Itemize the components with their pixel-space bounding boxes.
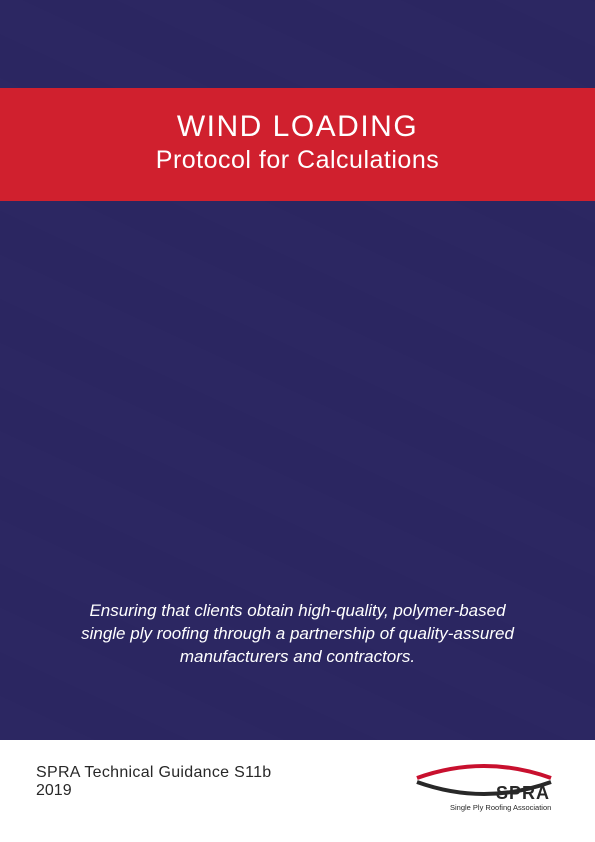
logo-swoosh-top xyxy=(417,766,551,778)
document-title: WIND LOADING xyxy=(20,110,575,144)
logo-acronym: SPRA xyxy=(496,783,550,803)
title-banner: WIND LOADING Protocol for Calculations xyxy=(0,88,595,201)
logo-svg: SPRA Single Ply Roofing Association xyxy=(409,760,559,820)
document-subtitle: Protocol for Calculations xyxy=(20,146,575,175)
logo-full-name: Single Ply Roofing Association xyxy=(450,803,551,812)
doc-ref-code: SPRA Technical Guidance S11b xyxy=(36,764,272,782)
footer-bar: SPRA Technical Guidance S11b 2019 SPRA S… xyxy=(0,740,595,842)
document-reference: SPRA Technical Guidance S11b 2019 xyxy=(36,764,272,800)
spra-logo: SPRA Single Ply Roofing Association xyxy=(409,760,559,820)
tagline-text: Ensuring that clients obtain high-qualit… xyxy=(0,600,595,669)
hero-section: WIND LOADING Protocol for Calculations E… xyxy=(0,0,595,740)
doc-year: 2019 xyxy=(36,782,272,800)
